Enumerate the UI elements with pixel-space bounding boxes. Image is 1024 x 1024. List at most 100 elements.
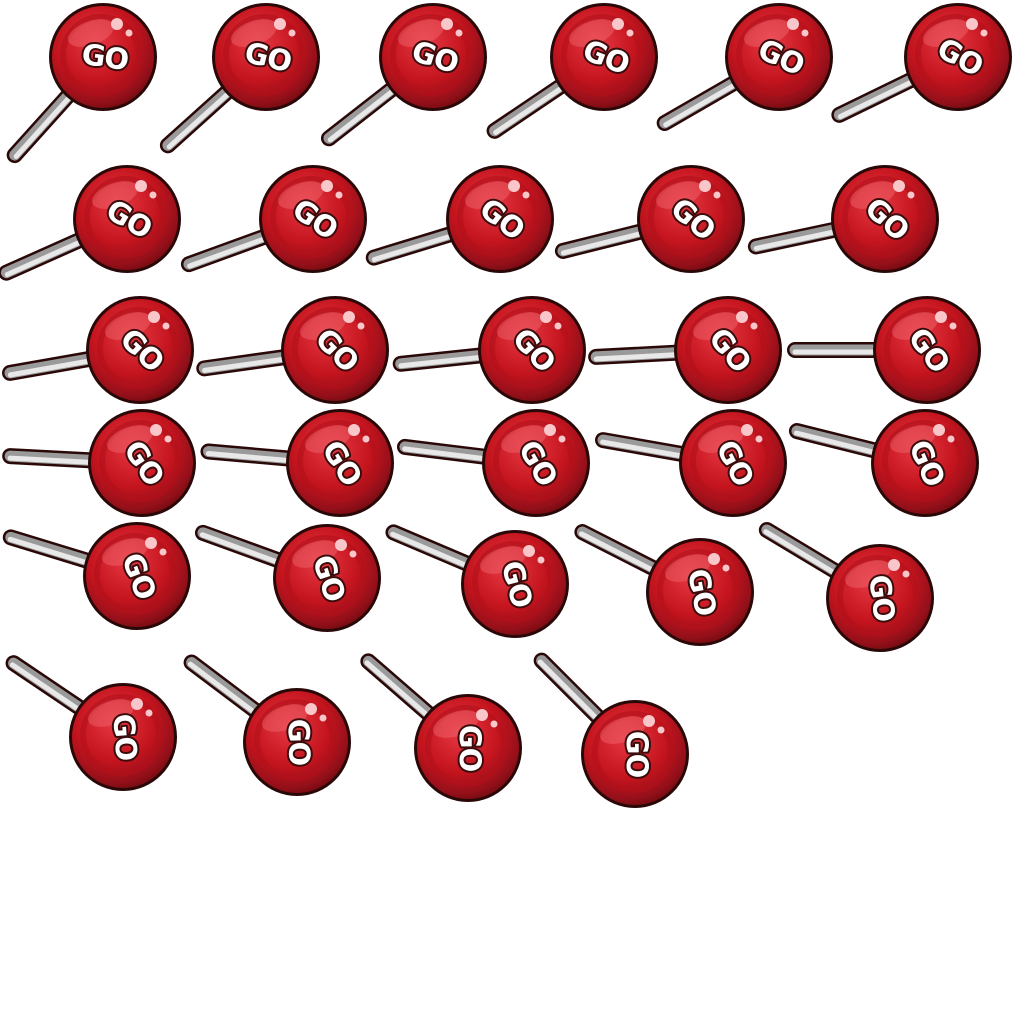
ball-gloss bbox=[600, 716, 646, 744]
go-lollipop-frame: GO bbox=[200, 409, 394, 517]
go-label: GO bbox=[106, 713, 143, 762]
ball-inner-ring bbox=[97, 307, 179, 389]
go-lollipop-frame: GO bbox=[196, 296, 389, 404]
ball-gloss bbox=[569, 19, 615, 47]
ball-sparkle-large bbox=[612, 18, 624, 30]
ball-inner-ring bbox=[493, 420, 575, 502]
go-label: GO bbox=[281, 718, 316, 766]
go-lollipop-frame: GO bbox=[183, 654, 351, 796]
ball-inner-ring bbox=[80, 694, 162, 776]
ball-sparkle-small bbox=[125, 29, 133, 37]
ball-sparkle-large bbox=[787, 18, 799, 30]
ball-gloss bbox=[923, 19, 969, 47]
stick-highlight bbox=[7, 455, 99, 466]
stick-highlight bbox=[199, 532, 286, 567]
ball-sparkle-large bbox=[508, 180, 520, 192]
ball-gloss bbox=[68, 19, 114, 47]
ball-inner-ring bbox=[472, 541, 554, 623]
ball-gloss bbox=[262, 704, 308, 732]
ball-gloss bbox=[102, 538, 148, 566]
ball-sparkle-large bbox=[135, 180, 147, 192]
stick-highlight bbox=[327, 84, 401, 143]
stick-highlight bbox=[202, 355, 293, 373]
ball-inner-ring bbox=[292, 307, 374, 389]
ball-sparkle-small bbox=[657, 726, 665, 734]
go-lollipop-frame: GO bbox=[320, 3, 487, 147]
go-lollipop-frame: GO bbox=[6, 3, 157, 164]
stick-highlight bbox=[205, 450, 297, 464]
ball-sparkle-large bbox=[935, 311, 947, 323]
stick-highlight bbox=[763, 529, 843, 579]
ball-inner-ring bbox=[915, 14, 997, 96]
go-label: GO bbox=[620, 731, 654, 778]
ball-sparkle-small bbox=[490, 720, 498, 728]
ball-gloss bbox=[105, 312, 151, 340]
ball-inner-ring bbox=[254, 699, 336, 781]
ball-sparkle-small bbox=[554, 322, 562, 330]
ball-inner-ring bbox=[884, 307, 966, 389]
ball-inner-ring bbox=[425, 705, 507, 787]
stick-highlight bbox=[9, 662, 87, 716]
ball-gloss bbox=[107, 425, 153, 453]
ball-inner-ring bbox=[561, 14, 643, 96]
ball-sparkle-large bbox=[476, 709, 488, 721]
ball-gloss bbox=[744, 19, 790, 47]
go-lollipop-frame: GO bbox=[392, 296, 586, 404]
ball-sparkle-large bbox=[699, 180, 711, 192]
ball-sparkle-large bbox=[131, 698, 143, 710]
ball-inner-ring bbox=[457, 176, 539, 258]
stick-highlight bbox=[364, 660, 435, 722]
ball-sparkle-large bbox=[540, 311, 552, 323]
stick-highlight bbox=[600, 439, 690, 460]
ball-inner-ring bbox=[648, 176, 730, 258]
ball-gloss bbox=[850, 181, 896, 209]
ball-sparkle-small bbox=[755, 435, 763, 443]
stick-highlight bbox=[187, 661, 262, 719]
ball-sparkle-small bbox=[907, 191, 915, 199]
ball-sparkle-small bbox=[288, 29, 296, 37]
stick-highlight bbox=[7, 536, 95, 567]
ball-inner-ring bbox=[60, 14, 142, 96]
ball-sparkle-small bbox=[335, 191, 343, 199]
ball-sparkle-large bbox=[708, 553, 720, 565]
ball-gloss bbox=[278, 181, 324, 209]
ball-sparkle-large bbox=[305, 703, 317, 715]
stick-highlight bbox=[753, 228, 843, 251]
ball-gloss bbox=[698, 425, 744, 453]
ball-gloss bbox=[305, 425, 351, 453]
ball-sparkle-large bbox=[343, 311, 355, 323]
ball-sparkle-small bbox=[522, 191, 530, 199]
ball-sparkle-large bbox=[741, 424, 753, 436]
stick-highlight bbox=[371, 231, 460, 263]
stick-highlight bbox=[166, 86, 236, 150]
go-lollipop-frame: GO bbox=[194, 524, 381, 632]
ball-sparkle-large bbox=[441, 18, 453, 30]
go-lollipop-frame: GO bbox=[486, 3, 658, 139]
ball-inner-ring bbox=[882, 420, 964, 502]
go-lollipop-frame: GO bbox=[5, 655, 177, 791]
ball-sparkle-small bbox=[537, 556, 545, 564]
ball-gloss bbox=[88, 699, 134, 727]
ball-sparkle-large bbox=[966, 18, 978, 30]
ball-gloss bbox=[501, 425, 547, 453]
go-lollipop-frame: GO bbox=[2, 522, 191, 630]
ball-inner-ring bbox=[94, 533, 176, 615]
ball-gloss bbox=[845, 560, 891, 588]
stick-highlight bbox=[13, 90, 77, 159]
stick-highlight bbox=[4, 237, 89, 278]
ball-sparkle-small bbox=[149, 191, 157, 199]
ball-gloss bbox=[300, 312, 346, 340]
ball-sparkle-large bbox=[523, 545, 535, 557]
ball-sparkle-small bbox=[349, 550, 357, 558]
ball-inner-ring bbox=[592, 711, 674, 793]
stick-highlight bbox=[402, 446, 493, 462]
ball-inner-ring bbox=[270, 176, 352, 258]
ball-gloss bbox=[665, 554, 711, 582]
ball-gloss bbox=[656, 181, 702, 209]
ball-inner-ring bbox=[223, 14, 305, 96]
ball-sparkle-small bbox=[949, 322, 957, 330]
go-lollipop-frame: GO bbox=[2, 409, 196, 517]
go-lollipop-frame: GO bbox=[180, 165, 367, 273]
stick-highlight bbox=[537, 659, 604, 726]
